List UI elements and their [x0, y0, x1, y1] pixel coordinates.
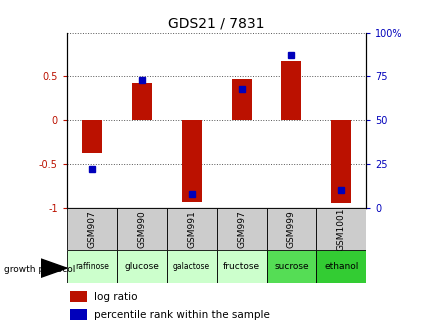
Title: GDS21 / 7831: GDS21 / 7831 [168, 16, 264, 30]
Text: GSM997: GSM997 [237, 210, 246, 248]
Text: GSM907: GSM907 [87, 210, 96, 248]
Text: GSM1001: GSM1001 [336, 207, 345, 251]
Bar [70, 291, 86, 302]
Text: GSM990: GSM990 [137, 210, 146, 248]
Bar [266, 250, 316, 283]
Bar [216, 250, 266, 283]
Bar [231, 79, 251, 120]
Bar [117, 208, 166, 250]
Bar [82, 120, 101, 153]
Text: galactose: galactose [173, 262, 210, 271]
Text: ethanol: ethanol [323, 262, 358, 271]
Bar [281, 61, 301, 120]
Bar [70, 309, 86, 320]
Bar [166, 250, 216, 283]
Text: GSM999: GSM999 [286, 210, 295, 248]
Text: fructose: fructose [222, 262, 259, 271]
Text: percentile rank within the sample: percentile rank within the sample [94, 310, 269, 320]
Bar [181, 120, 201, 201]
Bar [67, 208, 117, 250]
Bar [331, 120, 350, 203]
Text: growth protocol: growth protocol [4, 265, 76, 274]
Text: glucose: glucose [124, 262, 159, 271]
Text: log ratio: log ratio [94, 292, 137, 301]
Bar [316, 208, 366, 250]
Bar [316, 250, 366, 283]
Bar [67, 250, 117, 283]
Bar [266, 208, 316, 250]
Text: GSM991: GSM991 [187, 210, 196, 248]
Bar [117, 250, 166, 283]
Bar [216, 208, 266, 250]
Text: raffinose: raffinose [75, 262, 108, 271]
Polygon shape [41, 259, 67, 277]
Bar [166, 208, 216, 250]
Text: sucrose: sucrose [273, 262, 308, 271]
Bar [132, 83, 151, 120]
